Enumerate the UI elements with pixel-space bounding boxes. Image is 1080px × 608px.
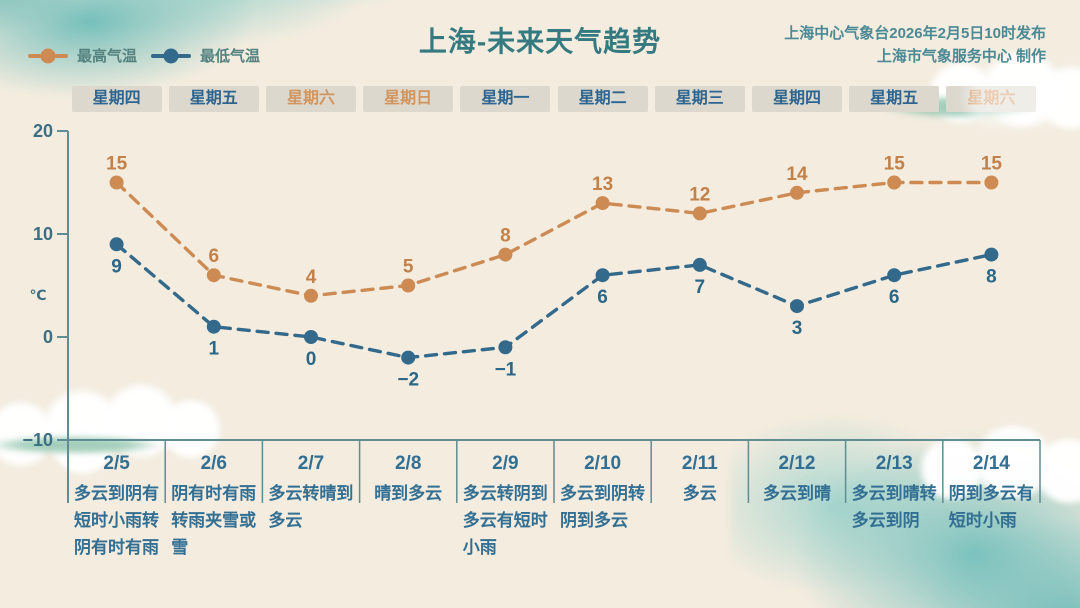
high-temp-point [984, 175, 999, 190]
y-tick-label: 0 [43, 327, 53, 347]
date-label-2/13: 2/13 [875, 453, 913, 474]
low-temp-point [790, 299, 804, 314]
low-temp-value-label: 6 [889, 287, 900, 308]
high-temp-point [887, 175, 902, 190]
low-temp-point [887, 268, 902, 283]
high-temp-value-label: 6 [209, 246, 220, 267]
weather-text-2/13: 多云到晴转多云到阴 [851, 484, 937, 530]
issue-line-1: 上海中心气象台2026年2月5日10时发布 [784, 25, 1046, 42]
week-label-2/10: 星期二 [557, 86, 648, 112]
low-temp-point [984, 247, 999, 262]
weather-text-2/12: 多云到晴 [762, 484, 831, 503]
low-temp-value-label: 8 [986, 267, 997, 288]
high-temp-value-label: 15 [981, 154, 1003, 175]
low-temp-point [498, 340, 513, 355]
low-temp-value-label: −1 [495, 359, 517, 380]
low-temp-point [595, 268, 610, 283]
weather-text-2/9: 多云转阴到多云有短时小雨 [462, 484, 548, 557]
date-label-2/6: 2/6 [200, 453, 227, 474]
low-temp-value-label: 6 [597, 287, 608, 308]
date-label-2/12: 2/12 [778, 453, 816, 474]
high-temp-series-line [114, 180, 994, 298]
y-tick-label: −10 [22, 430, 53, 450]
weather-text-2/14: 阴到多云有短时小雨 [948, 484, 1034, 530]
low-temp-value-label: 1 [209, 339, 220, 360]
date-label-2/8: 2/8 [394, 453, 422, 474]
low-temp-point [692, 257, 707, 272]
high-temp-value-label: 14 [786, 164, 808, 185]
high-temp-value-label: 5 [403, 257, 414, 278]
low-temp-point [401, 350, 416, 365]
y-tick-label: 20 [33, 121, 53, 141]
date-label-2/11: 2/11 [681, 453, 718, 474]
high-temp-point [206, 268, 221, 283]
weather-text-2/10: 多云到阴转阴到多云 [560, 484, 645, 530]
high-temp-value-label: 4 [306, 267, 317, 288]
low-temp-point [109, 237, 124, 252]
high-temp-point [595, 196, 610, 211]
high-temp-value-label: 12 [689, 184, 710, 205]
high-temp-point [304, 288, 318, 303]
high-temp-value-label: 15 [106, 154, 128, 175]
high-temp-point [498, 247, 513, 262]
low-temp-value-label: 9 [111, 256, 122, 277]
y-tick-label: 10 [33, 224, 53, 244]
high-temp-value-label: 8 [500, 226, 511, 247]
week-label-2/11: 星期三 [654, 86, 745, 112]
weather-text-2/7: 多云转晴到多云 [268, 484, 354, 530]
week-label-2/12: 星期四 [752, 86, 842, 112]
high-temp-value-label: 15 [884, 154, 906, 175]
low-temp-value-label: −2 [397, 370, 419, 391]
date-label-2/7: 2/7 [297, 453, 325, 474]
date-label-2/14: 2/14 [972, 453, 1010, 474]
low-temp-value-label: 0 [306, 349, 317, 370]
weather-text-2/8: 晴到多云 [374, 484, 443, 503]
date-label-2/10: 2/10 [584, 453, 622, 474]
y-axis-unit-label: ℃ [30, 287, 47, 303]
high-temp-point [692, 206, 707, 221]
weather-text-2/6: 阴有时有雨转雨夹雪或雪 [171, 484, 257, 557]
low-temp-point [304, 330, 318, 344]
high-temp-value-label: 13 [592, 174, 613, 195]
weather-text-2/5: 多云到阴有短时小雨转阴有时有雨 [74, 484, 159, 557]
high-temp-point [790, 185, 804, 200]
date-label-2/5: 2/5 [103, 453, 130, 474]
high-temp-point [401, 278, 416, 293]
page-title: 上海-未来天气趋势 [418, 26, 662, 57]
low-temp-value-label: 3 [792, 318, 803, 339]
high-temp-point [109, 175, 124, 190]
week-label-2/9: 星期一 [460, 86, 551, 112]
low-temp-point [206, 319, 221, 334]
date-label-2/9: 2/9 [492, 453, 519, 474]
low-temp-value-label: 7 [695, 277, 706, 298]
weather-text-2/11: 多云 [682, 484, 717, 503]
low-temp-series-line [114, 242, 994, 360]
